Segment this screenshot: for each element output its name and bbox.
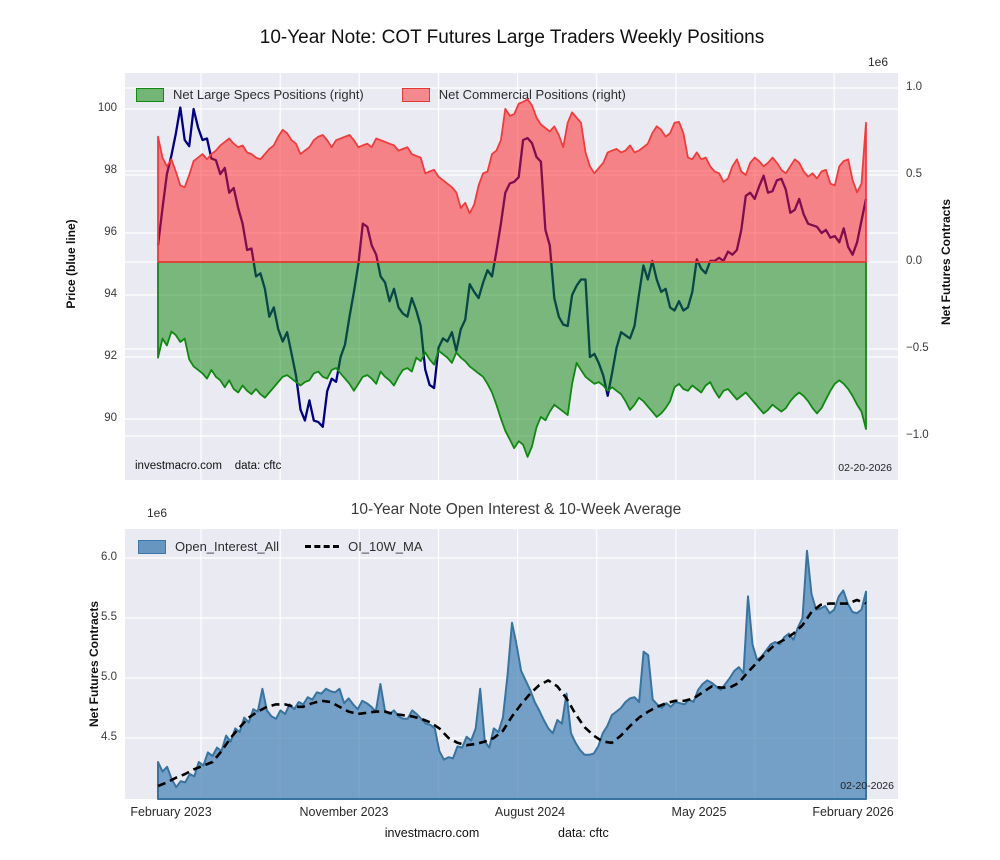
commercials-legend-label: Net Commercial Positions (right) bbox=[438, 87, 626, 102]
net-commercials-area-series bbox=[157, 98, 867, 263]
open-interest-legend-swatch bbox=[138, 539, 166, 554]
top-watermark: investmacro.com data: cftc bbox=[135, 460, 282, 472]
bottom-chart-title: 10-Year Note Open Interest & 10-Week Ave… bbox=[350, 501, 682, 518]
bottom-legend: Open_Interest_All OI_10W_MA bbox=[138, 539, 423, 554]
bottom-x-tick-label: May 2025 bbox=[671, 805, 727, 819]
open-interest-legend-label: Open_Interest_All bbox=[175, 539, 280, 554]
top-right-offset-label: 1e6 bbox=[868, 55, 889, 69]
top-left-tick-label: 92 bbox=[104, 350, 117, 362]
top-legend: Net Large Specs Positions (right) Net Co… bbox=[136, 87, 626, 102]
bottom-x-tick-label: November 2023 bbox=[299, 805, 389, 819]
top-left-tick-label: 94 bbox=[104, 288, 117, 300]
specs-legend-swatch bbox=[136, 87, 164, 102]
top-right-tick-label: 0.0 bbox=[906, 255, 922, 267]
bottom-left-tick-label: 6.0 bbox=[101, 551, 117, 563]
top-right-axis-label: Net Futures Contracts bbox=[939, 198, 954, 326]
ma-legend-dash-sample bbox=[305, 545, 340, 548]
top-left-tick-label: 90 bbox=[104, 412, 117, 424]
specs-legend-label: Net Large Specs Positions (right) bbox=[173, 87, 364, 102]
bottom-date-label: 02-20-2026 bbox=[840, 780, 894, 792]
bottom-left-tick-label: 5.0 bbox=[101, 671, 117, 683]
bottom-left-tick-label: 5.5 bbox=[101, 611, 117, 623]
top-right-tick-label: −1.0 bbox=[906, 429, 929, 441]
top-right-tick-label: 1.0 bbox=[906, 81, 922, 93]
top-right-tick-label: −0.5 bbox=[906, 342, 929, 354]
ma-legend-label: OI_10W_MA bbox=[348, 539, 423, 554]
top-right-tick-label: 0.5 bbox=[906, 168, 922, 180]
bottom-offset-label: 1e6 bbox=[147, 506, 168, 520]
top-left-tick-label: 96 bbox=[104, 226, 117, 238]
ma-dashed-line-series bbox=[157, 598, 867, 788]
bottom-x-tick-label: February 2023 bbox=[130, 805, 212, 819]
commercials-legend-swatch bbox=[401, 87, 430, 102]
top-date-label: 02-20-2026 bbox=[838, 462, 892, 474]
footer-site: investmacro.com bbox=[384, 826, 480, 840]
top-left-tick-label: 98 bbox=[104, 164, 117, 176]
bottom-left-tick-label: 4.5 bbox=[101, 731, 117, 743]
bottom-x-tick-label: February 2026 bbox=[812, 805, 894, 819]
top-chart-title: 10-Year Note: COT Futures Large Traders … bbox=[259, 27, 765, 48]
net-large-specs-area-series bbox=[157, 261, 867, 458]
top-left-tick-label: 100 bbox=[97, 102, 117, 114]
bottom-x-tick-label: August 2024 bbox=[494, 805, 566, 819]
footer-source: data: cftc bbox=[558, 826, 609, 840]
